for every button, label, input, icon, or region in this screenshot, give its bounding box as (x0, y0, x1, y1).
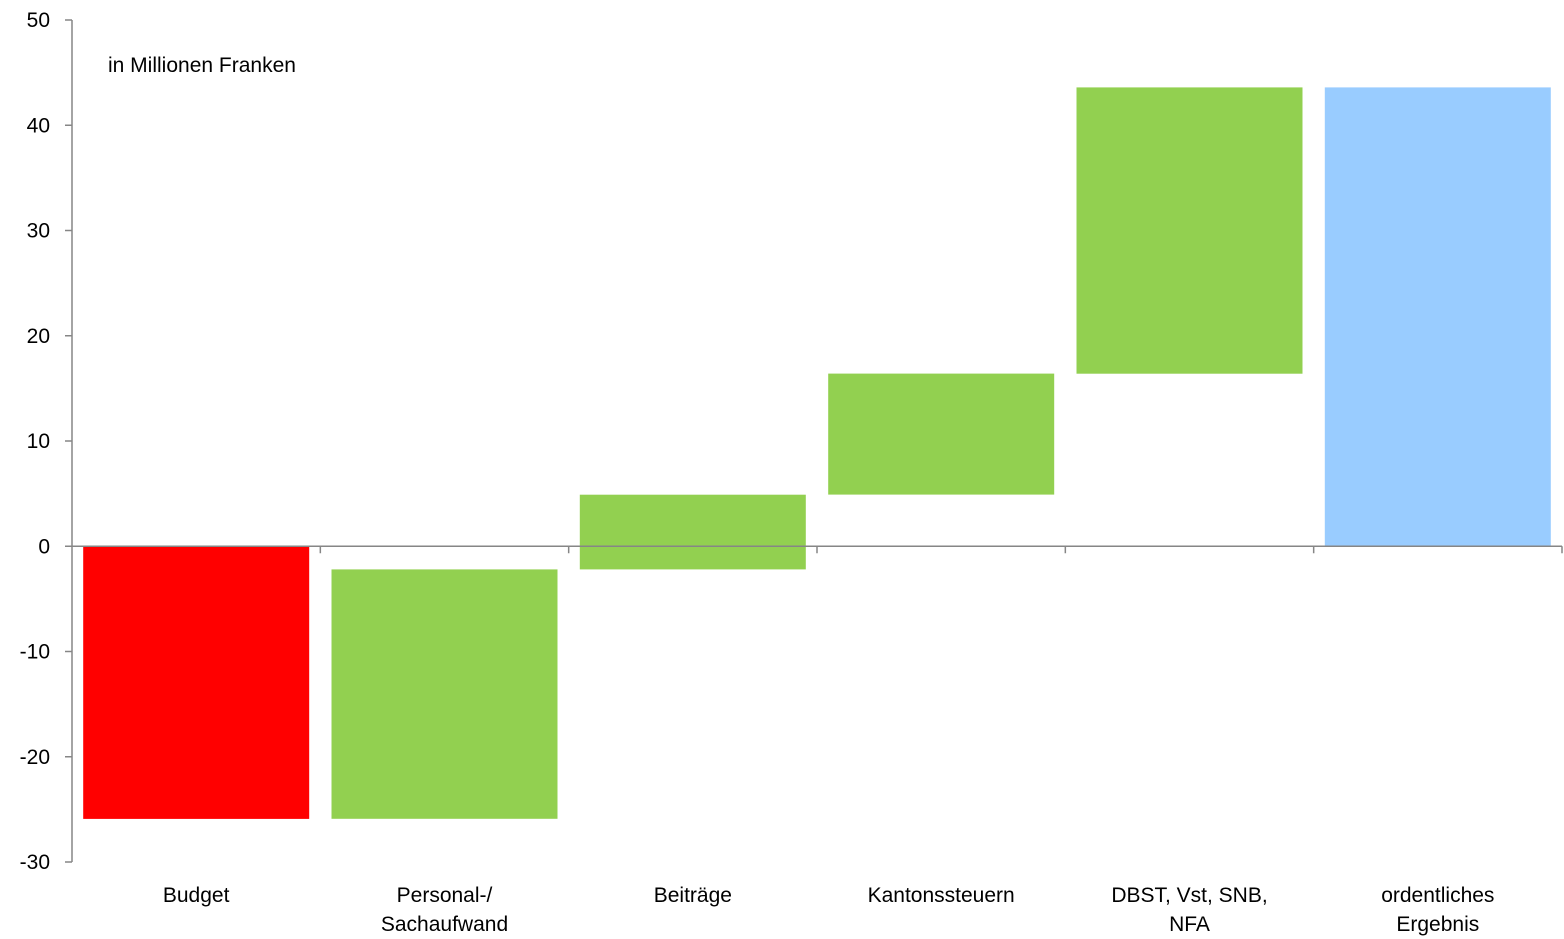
category-label: Kantonssteuern (868, 884, 1015, 907)
y-tick-label: -30 (20, 851, 50, 874)
labels-layer: 50 40 30 20 10 0 -10 -20 -30 Budget Personal-/ Sach… (20, 9, 1495, 936)
category-label: Budget (163, 884, 230, 907)
category-label: ordentliches Ergebnis (1381, 884, 1494, 936)
category-label: DBST, Vst, SNB, NFA (1111, 884, 1267, 936)
bar-6 (1324, 87, 1551, 547)
bar-1 (83, 546, 310, 819)
category-label-line: Sachaufwand (381, 913, 508, 936)
category-label-line: Ergebnis (1396, 913, 1479, 936)
y-tick-label: 10 (27, 430, 50, 453)
category-label-line: DBST, Vst, SNB, (1111, 884, 1267, 907)
bar-5 (1076, 87, 1303, 374)
category-label: Personal-/ Sachaufwand (381, 884, 508, 936)
y-tick-label: 20 (27, 325, 50, 348)
category-label-line: ordentliches (1381, 884, 1494, 907)
unit-annotation: in Millionen Franken (108, 54, 296, 77)
bar-2 (331, 569, 558, 819)
y-tick-label: 40 (27, 114, 50, 137)
category-label-line: Personal-/ (397, 884, 493, 907)
category-label: Beiträge (654, 884, 732, 907)
y-tick-label: 0 (38, 535, 50, 558)
category-label-line: NFA (1169, 913, 1210, 936)
axes-layer (65, 19, 1563, 863)
y-tick-label: -20 (20, 746, 50, 769)
bar-4 (828, 373, 1055, 495)
bar-3 (579, 494, 806, 570)
y-tick-label: 50 (27, 9, 50, 32)
category-label-line: Budget (163, 884, 230, 907)
category-label-line: Kantonssteuern (868, 884, 1015, 907)
y-tick-label: -10 (20, 641, 50, 664)
bars-layer (83, 87, 1551, 819)
y-tick-label: 30 (27, 220, 50, 243)
category-label-line: Beiträge (654, 884, 732, 907)
